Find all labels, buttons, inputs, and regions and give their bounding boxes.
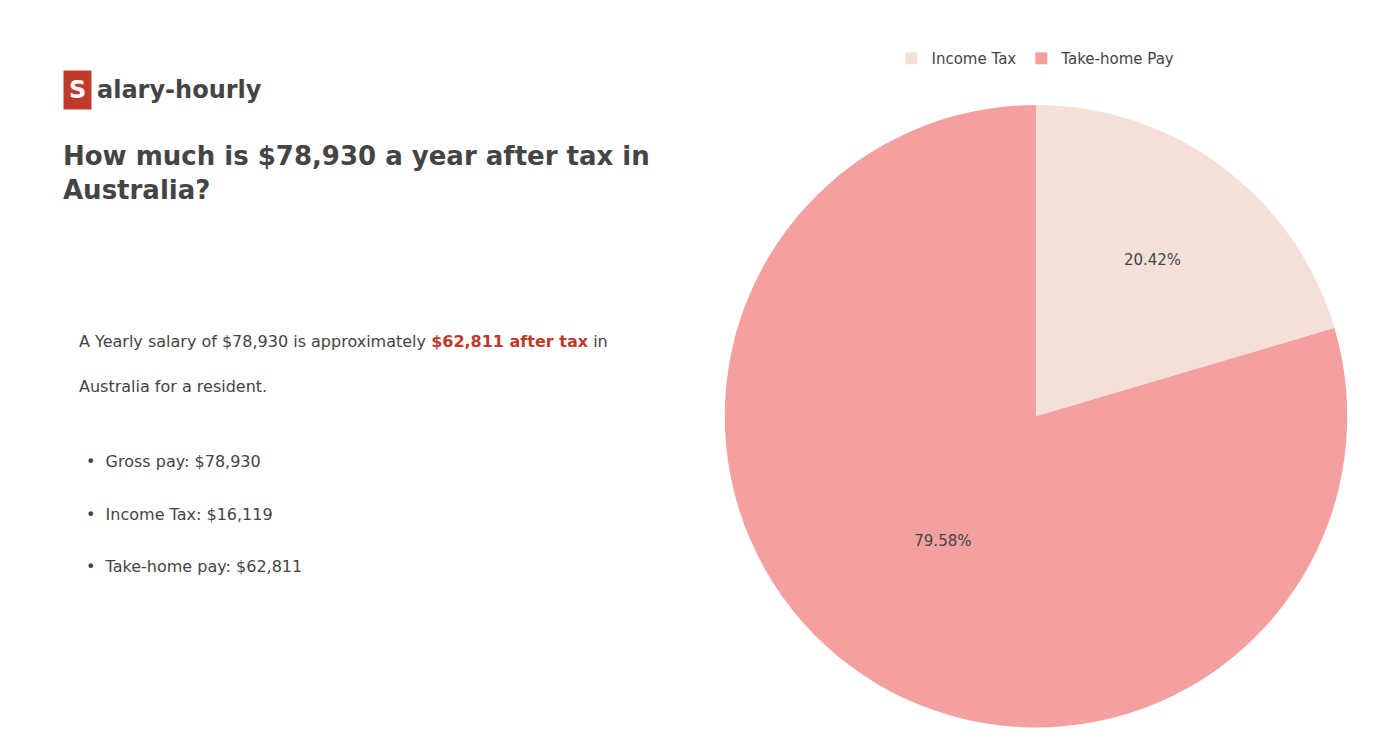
svg-text:20.42%: 20.42% xyxy=(1124,251,1181,269)
svg-text:79.58%: 79.58% xyxy=(914,532,971,550)
svg-text:• Income Tax: $16,119: • Income Tax: $16,119 xyxy=(86,505,273,524)
svg-text:S: S xyxy=(69,76,86,104)
svg-text:Australia for a resident.: Australia for a resident. xyxy=(79,377,267,396)
svg-text:Income Tax: Income Tax xyxy=(932,50,1017,68)
svg-text:How much is $78,930 a year aft: How much is $78,930 a year after tax inA… xyxy=(63,141,650,205)
svg-text:alary-hourly: alary-hourly xyxy=(97,76,262,104)
svg-text:• Take-home pay: $62,811: • Take-home pay: $62,811 xyxy=(86,557,302,576)
svg-text:A Yearly salary of $78,930 is: A Yearly salary of $78,930 is approximat… xyxy=(79,332,608,351)
svg-text:Take-home Pay: Take-home Pay xyxy=(1060,50,1174,68)
svg-text:• Gross pay: $78,930: • Gross pay: $78,930 xyxy=(86,452,261,471)
